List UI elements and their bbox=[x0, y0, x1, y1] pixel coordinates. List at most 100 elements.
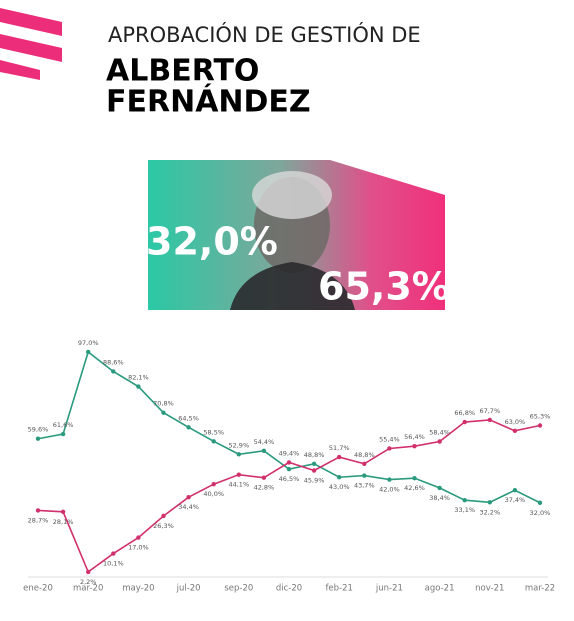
point bbox=[387, 477, 392, 482]
value-label: 2,2% bbox=[80, 578, 97, 586]
point bbox=[186, 494, 191, 500]
point bbox=[537, 423, 543, 428]
point bbox=[261, 448, 267, 453]
disapproval-figure: 65,3% bbox=[318, 265, 450, 309]
value-label: 67,7% bbox=[479, 407, 500, 415]
value-label: 66,8% bbox=[454, 409, 475, 417]
name-line: FERNÁNDEZ bbox=[106, 84, 311, 120]
point bbox=[86, 349, 91, 355]
x-tick-label: sep-20 bbox=[224, 584, 253, 594]
point bbox=[111, 369, 116, 374]
point bbox=[362, 461, 367, 466]
point bbox=[337, 475, 342, 480]
logo bbox=[0, 8, 62, 80]
point bbox=[261, 475, 267, 480]
point bbox=[487, 417, 492, 423]
value-label: 97,0% bbox=[78, 339, 99, 347]
x-tick-label: nov-21 bbox=[475, 584, 504, 594]
value-label: 58,5% bbox=[203, 428, 224, 436]
kicker: APROBACIÓN DE GESTIÓN DE bbox=[108, 22, 421, 47]
value-label: 49,4% bbox=[279, 449, 300, 457]
x-tick-label: jun-21 bbox=[375, 584, 403, 594]
value-label: 58,4% bbox=[429, 429, 450, 437]
point bbox=[60, 509, 66, 515]
value-label: 56,4% bbox=[404, 433, 425, 441]
point bbox=[487, 500, 492, 505]
value-label: 61,6% bbox=[53, 421, 74, 429]
value-label: 46,5% bbox=[279, 475, 300, 483]
value-label: 45,9% bbox=[304, 477, 325, 485]
point bbox=[60, 431, 66, 437]
x-tick-label: feb-21 bbox=[325, 584, 353, 594]
point bbox=[412, 475, 417, 481]
point bbox=[35, 436, 41, 441]
point bbox=[437, 439, 442, 444]
point bbox=[236, 452, 241, 457]
value-label: 42,6% bbox=[404, 484, 425, 492]
value-label: 64,5% bbox=[178, 414, 199, 422]
point bbox=[337, 454, 342, 460]
value-label: 54,4% bbox=[254, 438, 275, 446]
approval-figure: 32,0% bbox=[146, 220, 278, 264]
value-label: 59,6% bbox=[28, 426, 49, 434]
point bbox=[512, 428, 518, 434]
value-label: 43,7% bbox=[354, 482, 375, 490]
point bbox=[286, 460, 292, 465]
name-line: ALBERTO bbox=[106, 54, 259, 89]
point bbox=[35, 508, 41, 513]
value-label: 26,3% bbox=[153, 522, 174, 530]
point bbox=[362, 473, 367, 478]
value-label: 40,0% bbox=[203, 490, 224, 498]
point bbox=[186, 425, 191, 430]
value-label: 44,1% bbox=[228, 481, 249, 489]
point bbox=[211, 482, 216, 487]
x-tick-label: mar-22 bbox=[525, 584, 555, 594]
value-label: 33,1% bbox=[454, 506, 475, 514]
x-tick-label: dic-20 bbox=[276, 584, 302, 594]
point bbox=[311, 461, 317, 466]
point bbox=[136, 535, 141, 540]
x-tick-label: mar-20 bbox=[73, 584, 103, 594]
value-label: 70,8% bbox=[153, 400, 174, 408]
point bbox=[136, 384, 141, 389]
banner: 32,0% 65,3% bbox=[146, 160, 450, 310]
point bbox=[387, 446, 392, 451]
x-tick-label: may-20 bbox=[122, 584, 154, 594]
value-label: 37,4% bbox=[505, 496, 526, 504]
value-label: 32,0% bbox=[530, 509, 551, 517]
value-label: 48,8% bbox=[354, 451, 375, 459]
point bbox=[437, 485, 442, 491]
x-tick-label: ene-20 bbox=[23, 584, 53, 594]
point bbox=[161, 513, 166, 519]
point bbox=[211, 439, 216, 444]
point bbox=[412, 443, 417, 449]
value-label: 52,9% bbox=[228, 441, 249, 449]
point bbox=[512, 488, 518, 493]
value-label: 82,1% bbox=[128, 374, 149, 382]
point bbox=[462, 419, 467, 425]
value-label: 42,0% bbox=[379, 486, 400, 494]
point bbox=[86, 569, 91, 575]
value-label: 28,7% bbox=[28, 516, 49, 524]
value-label: 42,8% bbox=[254, 484, 275, 492]
point bbox=[537, 500, 543, 505]
value-label: 43,0% bbox=[329, 483, 350, 491]
point bbox=[311, 468, 317, 473]
point bbox=[111, 551, 116, 556]
value-label: 38,4% bbox=[429, 494, 450, 502]
value-label: 51,7% bbox=[329, 444, 350, 452]
value-label: 34,4% bbox=[178, 503, 199, 511]
value-label: 32,2% bbox=[479, 508, 500, 516]
value-label: 17,0% bbox=[128, 544, 149, 552]
x-tick-label: jul-20 bbox=[176, 584, 201, 594]
point bbox=[462, 498, 467, 503]
x-tick-label: ago-21 bbox=[425, 584, 455, 594]
value-label: 65,3% bbox=[530, 413, 551, 421]
value-label: 88,6% bbox=[103, 358, 124, 366]
point bbox=[286, 466, 292, 472]
value-label: 28,1% bbox=[53, 518, 74, 526]
value-label: 10,1% bbox=[103, 560, 124, 568]
value-label: 55,4% bbox=[379, 435, 400, 443]
point bbox=[161, 410, 166, 415]
